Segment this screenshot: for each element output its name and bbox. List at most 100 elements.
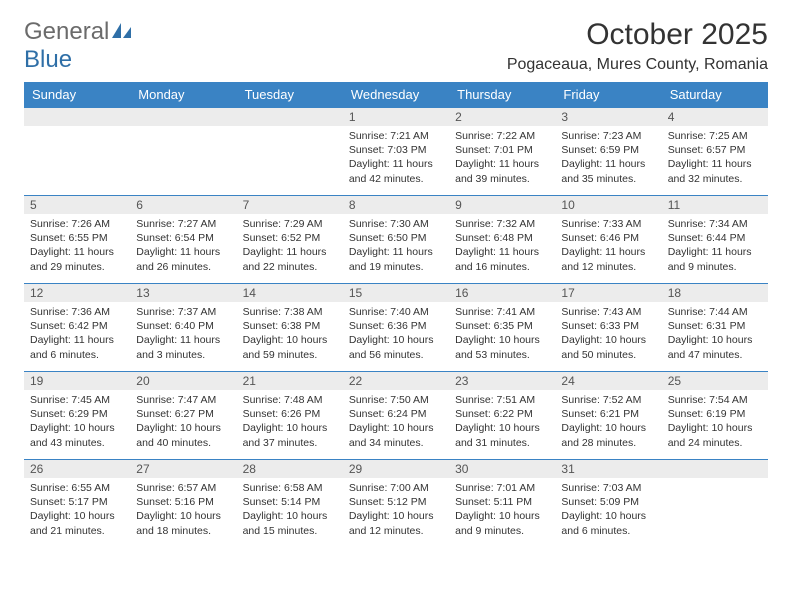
sunrise-text: Sunrise: 7:45 AM — [30, 393, 124, 407]
day-content: Sunrise: 7:44 AMSunset: 6:31 PMDaylight:… — [662, 302, 768, 366]
sunrise-text: Sunrise: 7:37 AM — [136, 305, 230, 319]
calendar-day-cell: 14Sunrise: 7:38 AMSunset: 6:38 PMDayligh… — [237, 284, 343, 372]
weekday-header: Saturday — [662, 82, 768, 108]
location-text: Pogaceaua, Mures County, Romania — [507, 56, 768, 74]
day-number: 4 — [662, 108, 768, 126]
day-number: 12 — [24, 284, 130, 302]
day-content: Sunrise: 7:54 AMSunset: 6:19 PMDaylight:… — [662, 390, 768, 454]
calendar-week-row: 1Sunrise: 7:21 AMSunset: 7:03 PMDaylight… — [24, 108, 768, 196]
calendar-day-cell — [237, 108, 343, 196]
day-number: 27 — [130, 460, 236, 478]
calendar-day-cell: 3Sunrise: 7:23 AMSunset: 6:59 PMDaylight… — [555, 108, 661, 196]
header: General Blue October 2025 Pogaceaua, Mur… — [24, 18, 768, 74]
daylight-text: Daylight: 10 hours and 15 minutes. — [243, 509, 337, 537]
daylight-text: Daylight: 10 hours and 6 minutes. — [561, 509, 655, 537]
sunset-text: Sunset: 6:21 PM — [561, 407, 655, 421]
sunset-text: Sunset: 6:48 PM — [455, 231, 549, 245]
day-content: Sunrise: 7:25 AMSunset: 6:57 PMDaylight:… — [662, 126, 768, 190]
sunrise-text: Sunrise: 7:30 AM — [349, 217, 443, 231]
day-content: Sunrise: 7:00 AMSunset: 5:12 PMDaylight:… — [343, 478, 449, 542]
daylight-text: Daylight: 11 hours and 35 minutes. — [561, 157, 655, 185]
calendar-day-cell: 25Sunrise: 7:54 AMSunset: 6:19 PMDayligh… — [662, 372, 768, 460]
calendar-day-cell: 10Sunrise: 7:33 AMSunset: 6:46 PMDayligh… — [555, 196, 661, 284]
sunset-text: Sunset: 6:46 PM — [561, 231, 655, 245]
calendar-day-cell: 23Sunrise: 7:51 AMSunset: 6:22 PMDayligh… — [449, 372, 555, 460]
sunset-text: Sunset: 6:40 PM — [136, 319, 230, 333]
sunset-text: Sunset: 6:29 PM — [30, 407, 124, 421]
sunrise-text: Sunrise: 7:22 AM — [455, 129, 549, 143]
daylight-text: Daylight: 10 hours and 9 minutes. — [455, 509, 549, 537]
calendar-day-cell: 2Sunrise: 7:22 AMSunset: 7:01 PMDaylight… — [449, 108, 555, 196]
sunrise-text: Sunrise: 7:47 AM — [136, 393, 230, 407]
day-content: Sunrise: 6:55 AMSunset: 5:17 PMDaylight:… — [24, 478, 130, 542]
sunrise-text: Sunrise: 7:41 AM — [455, 305, 549, 319]
brand-word-1: General — [24, 18, 109, 45]
day-content: Sunrise: 7:52 AMSunset: 6:21 PMDaylight:… — [555, 390, 661, 454]
daylight-text: Daylight: 10 hours and 21 minutes. — [30, 509, 124, 537]
sunset-text: Sunset: 5:11 PM — [455, 495, 549, 509]
sunset-text: Sunset: 5:14 PM — [243, 495, 337, 509]
sunset-text: Sunset: 6:27 PM — [136, 407, 230, 421]
sunrise-text: Sunrise: 7:32 AM — [455, 217, 549, 231]
sunrise-text: Sunrise: 7:44 AM — [668, 305, 762, 319]
calendar-day-cell: 27Sunrise: 6:57 AMSunset: 5:16 PMDayligh… — [130, 460, 236, 548]
daylight-text: Daylight: 10 hours and 50 minutes. — [561, 333, 655, 361]
daylight-text: Daylight: 10 hours and 53 minutes. — [455, 333, 549, 361]
sunset-text: Sunset: 6:59 PM — [561, 143, 655, 157]
sunset-text: Sunset: 6:38 PM — [243, 319, 337, 333]
calendar-week-row: 5Sunrise: 7:26 AMSunset: 6:55 PMDaylight… — [24, 196, 768, 284]
sunrise-text: Sunrise: 7:40 AM — [349, 305, 443, 319]
daylight-text: Daylight: 11 hours and 3 minutes. — [136, 333, 230, 361]
calendar-week-row: 19Sunrise: 7:45 AMSunset: 6:29 PMDayligh… — [24, 372, 768, 460]
day-content: Sunrise: 7:41 AMSunset: 6:35 PMDaylight:… — [449, 302, 555, 366]
day-content: Sunrise: 7:38 AMSunset: 6:38 PMDaylight:… — [237, 302, 343, 366]
day-number: 28 — [237, 460, 343, 478]
sunset-text: Sunset: 6:35 PM — [455, 319, 549, 333]
day-number — [24, 108, 130, 126]
daylight-text: Daylight: 10 hours and 31 minutes. — [455, 421, 549, 449]
calendar-day-cell — [24, 108, 130, 196]
sunrise-text: Sunrise: 6:55 AM — [30, 481, 124, 495]
daylight-text: Daylight: 10 hours and 59 minutes. — [243, 333, 337, 361]
sunset-text: Sunset: 6:24 PM — [349, 407, 443, 421]
day-content: Sunrise: 7:43 AMSunset: 6:33 PMDaylight:… — [555, 302, 661, 366]
calendar-day-cell: 16Sunrise: 7:41 AMSunset: 6:35 PMDayligh… — [449, 284, 555, 372]
calendar-body: 1Sunrise: 7:21 AMSunset: 7:03 PMDaylight… — [24, 108, 768, 548]
sunset-text: Sunset: 6:31 PM — [668, 319, 762, 333]
calendar-day-cell: 20Sunrise: 7:47 AMSunset: 6:27 PMDayligh… — [130, 372, 236, 460]
calendar-day-cell: 31Sunrise: 7:03 AMSunset: 5:09 PMDayligh… — [555, 460, 661, 548]
daylight-text: Daylight: 11 hours and 12 minutes. — [561, 245, 655, 273]
day-content: Sunrise: 7:47 AMSunset: 6:27 PMDaylight:… — [130, 390, 236, 454]
sunset-text: Sunset: 6:50 PM — [349, 231, 443, 245]
weekday-header: Friday — [555, 82, 661, 108]
day-number: 31 — [555, 460, 661, 478]
calendar-day-cell: 8Sunrise: 7:30 AMSunset: 6:50 PMDaylight… — [343, 196, 449, 284]
sunrise-text: Sunrise: 7:03 AM — [561, 481, 655, 495]
daylight-text: Daylight: 10 hours and 47 minutes. — [668, 333, 762, 361]
day-number: 15 — [343, 284, 449, 302]
weekday-header: Sunday — [24, 82, 130, 108]
daylight-text: Daylight: 10 hours and 28 minutes. — [561, 421, 655, 449]
weekday-header: Tuesday — [237, 82, 343, 108]
calendar-day-cell: 21Sunrise: 7:48 AMSunset: 6:26 PMDayligh… — [237, 372, 343, 460]
calendar-day-cell: 9Sunrise: 7:32 AMSunset: 6:48 PMDaylight… — [449, 196, 555, 284]
calendar-header-row: SundayMondayTuesdayWednesdayThursdayFrid… — [24, 82, 768, 108]
daylight-text: Daylight: 11 hours and 29 minutes. — [30, 245, 124, 273]
day-number: 13 — [130, 284, 236, 302]
calendar-day-cell — [130, 108, 236, 196]
daylight-text: Daylight: 10 hours and 43 minutes. — [30, 421, 124, 449]
sunset-text: Sunset: 5:16 PM — [136, 495, 230, 509]
day-number: 8 — [343, 196, 449, 214]
day-content: Sunrise: 7:40 AMSunset: 6:36 PMDaylight:… — [343, 302, 449, 366]
day-content: Sunrise: 7:30 AMSunset: 6:50 PMDaylight:… — [343, 214, 449, 278]
sunrise-text: Sunrise: 7:50 AM — [349, 393, 443, 407]
sunrise-text: Sunrise: 7:26 AM — [30, 217, 124, 231]
sunset-text: Sunset: 6:26 PM — [243, 407, 337, 421]
weekday-header: Monday — [130, 82, 236, 108]
sunrise-text: Sunrise: 7:33 AM — [561, 217, 655, 231]
daylight-text: Daylight: 11 hours and 16 minutes. — [455, 245, 549, 273]
day-number: 24 — [555, 372, 661, 390]
sunrise-text: Sunrise: 6:58 AM — [243, 481, 337, 495]
day-content: Sunrise: 7:23 AMSunset: 6:59 PMDaylight:… — [555, 126, 661, 190]
calendar-day-cell — [662, 460, 768, 548]
